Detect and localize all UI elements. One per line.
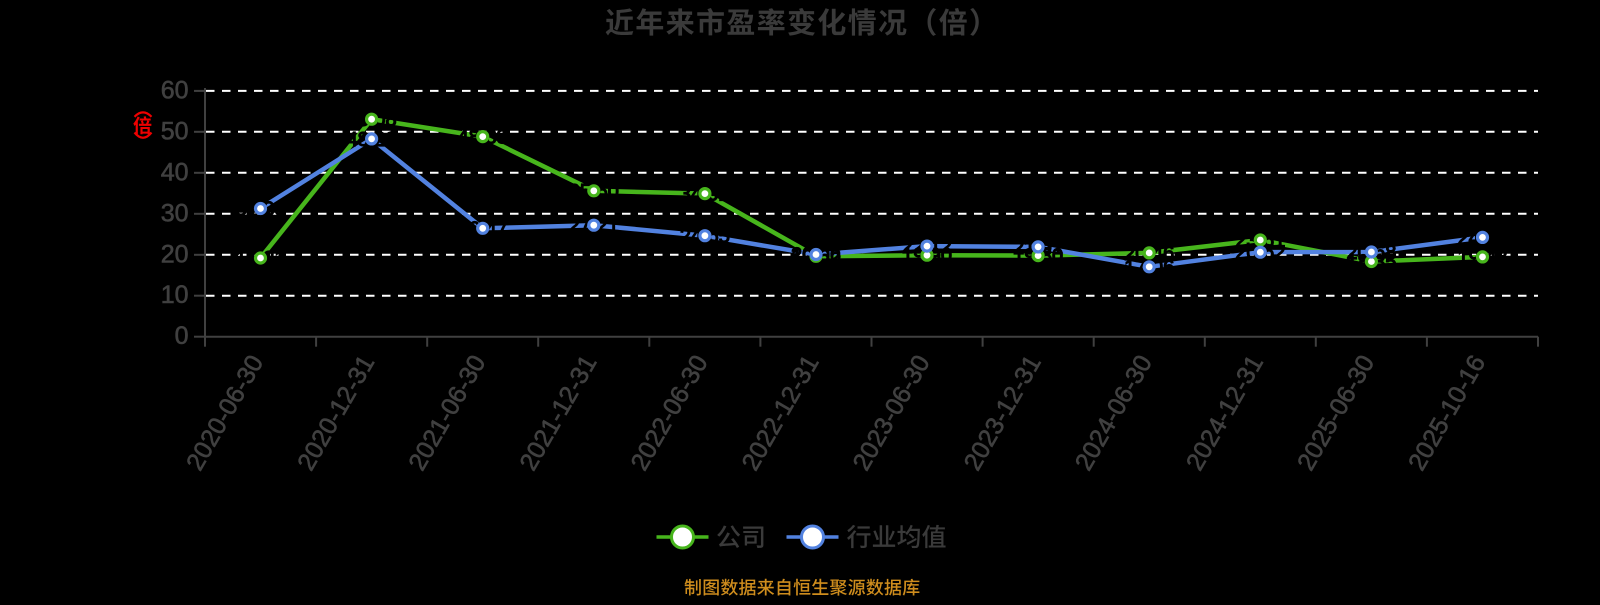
svg-text:30: 30 bbox=[161, 199, 189, 227]
svg-text:10: 10 bbox=[161, 281, 189, 309]
svg-text:50: 50 bbox=[161, 117, 189, 145]
svg-text:0: 0 bbox=[175, 322, 189, 350]
svg-text:20: 20 bbox=[161, 240, 189, 268]
svg-text:40: 40 bbox=[161, 158, 189, 186]
svg-text:60: 60 bbox=[161, 76, 189, 104]
